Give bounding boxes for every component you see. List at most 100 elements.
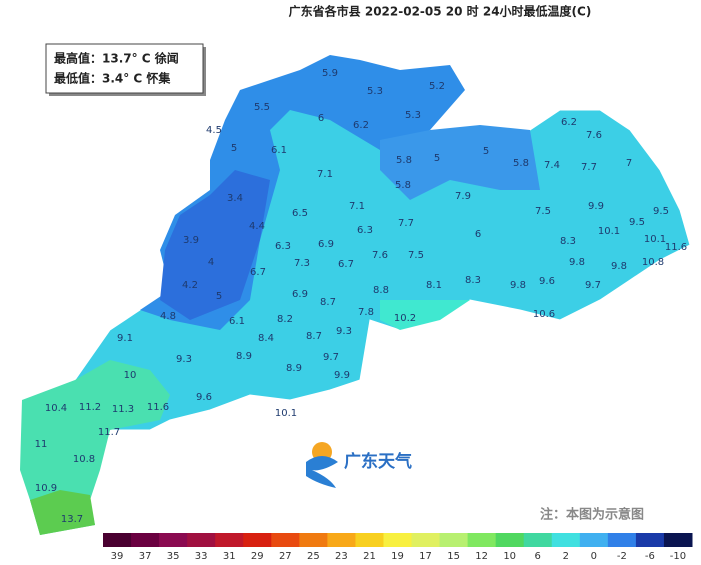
legend-swatch bbox=[439, 533, 469, 547]
station-value: 6 bbox=[475, 229, 481, 240]
station-value: 9.7 bbox=[585, 280, 601, 291]
legend-swatch bbox=[355, 533, 384, 547]
legend-swatch bbox=[467, 533, 497, 547]
station-value: 10.1 bbox=[644, 234, 666, 245]
map-note: 注：本图为示意图 bbox=[540, 507, 644, 523]
station-value: 5.8 bbox=[513, 158, 529, 169]
station-value: 8.1 bbox=[426, 280, 442, 291]
legend-label: -2 bbox=[617, 551, 627, 562]
region-coast bbox=[380, 300, 470, 330]
station-value: 11.6 bbox=[147, 402, 169, 413]
station-value: 6.1 bbox=[229, 316, 245, 327]
legend-label: -6 bbox=[645, 551, 655, 562]
station-value: 4.8 bbox=[160, 311, 176, 322]
station-value: 7.7 bbox=[398, 218, 414, 229]
station-value: 6.2 bbox=[561, 117, 577, 128]
station-value: 8.2 bbox=[277, 314, 293, 325]
station-value: 8.3 bbox=[560, 236, 576, 247]
legend-swatch bbox=[103, 533, 132, 547]
station-value: 10.2 bbox=[394, 313, 416, 324]
station-value: 11.3 bbox=[112, 404, 134, 415]
station-value: 5.2 bbox=[429, 81, 445, 92]
legend-swatch bbox=[635, 533, 665, 547]
station-value: 11.2 bbox=[79, 402, 101, 413]
legend-label: 31 bbox=[223, 551, 236, 562]
station-value: 9.7 bbox=[323, 352, 339, 363]
legend-label: -10 bbox=[670, 551, 686, 562]
station-value: 7.1 bbox=[317, 169, 333, 180]
region-cold-east bbox=[380, 125, 540, 200]
station-value: 9.8 bbox=[510, 280, 526, 291]
station-value: 6.1 bbox=[271, 145, 287, 156]
legend-swatch bbox=[383, 533, 413, 547]
legend-label: 0 bbox=[591, 551, 597, 562]
info-box: 最高值：13.7° C 徐闻 最低值：3.4° C 怀集 bbox=[45, 43, 206, 96]
station-value: 8.7 bbox=[320, 297, 336, 308]
legend-label: 10 bbox=[503, 551, 516, 562]
legend-label: 23 bbox=[335, 551, 348, 562]
station-value: 13.7 bbox=[61, 514, 83, 525]
legend-swatch bbox=[299, 533, 328, 547]
station-value: 7.1 bbox=[349, 201, 365, 212]
station-value: 9.5 bbox=[629, 217, 645, 228]
station-value: 10.8 bbox=[73, 454, 95, 465]
station-value: 7.5 bbox=[535, 206, 551, 217]
region-coldest bbox=[160, 170, 270, 320]
station-value: 5.8 bbox=[395, 180, 411, 191]
legend-swatch bbox=[271, 533, 300, 547]
station-value: 6.7 bbox=[338, 259, 354, 270]
station-value: 9.8 bbox=[569, 257, 585, 268]
station-value: 4.2 bbox=[182, 280, 198, 291]
station-value: 10.8 bbox=[642, 257, 664, 268]
station-value: 7.9 bbox=[455, 191, 471, 202]
station-value: 9.3 bbox=[336, 326, 352, 337]
station-value: 5 bbox=[216, 291, 222, 302]
legend-label: 37 bbox=[139, 551, 152, 562]
station-value: 9.9 bbox=[588, 201, 604, 212]
station-value: 10 bbox=[124, 370, 137, 381]
station-value: 10.9 bbox=[35, 483, 57, 494]
station-value: 5 bbox=[483, 146, 489, 157]
station-value: 6.2 bbox=[353, 120, 369, 131]
legend-swatch bbox=[215, 533, 244, 547]
legend-label: 6 bbox=[535, 551, 541, 562]
station-value: 9.8 bbox=[611, 261, 627, 272]
station-value: 6.7 bbox=[250, 267, 266, 278]
info-min: 最低值：3.4° C 怀集 bbox=[54, 71, 171, 86]
station-value: 4.5 bbox=[206, 125, 222, 136]
legend-swatch bbox=[243, 533, 272, 547]
legend: 39 37 35 33 31 29 27 25 23 21 19 17 15 12 10 6 2 0 -2 -6 -10 bbox=[103, 533, 693, 562]
station-value: 7.6 bbox=[372, 250, 388, 261]
station-value: 9.6 bbox=[539, 276, 555, 287]
station-value: 11.7 bbox=[98, 427, 120, 438]
station-value: 9.1 bbox=[117, 333, 133, 344]
station-value: 5.3 bbox=[367, 86, 383, 97]
station-value: 7.3 bbox=[294, 258, 310, 269]
station-value: 3.4 bbox=[227, 193, 243, 204]
station-value: 8.8 bbox=[373, 285, 389, 296]
station-value: 11 bbox=[35, 439, 48, 450]
station-value: 8.3 bbox=[465, 275, 481, 286]
legend-label: 2 bbox=[563, 551, 569, 562]
legend-swatch bbox=[327, 533, 356, 547]
legend-label: 39 bbox=[111, 551, 124, 562]
legend-label: 12 bbox=[475, 551, 488, 562]
station-value: 4.4 bbox=[249, 221, 265, 232]
legend-swatch bbox=[131, 533, 160, 547]
legend-swatch bbox=[495, 533, 525, 547]
legend-label: 25 bbox=[307, 551, 320, 562]
legend-swatch bbox=[551, 533, 581, 547]
legend-swatch bbox=[663, 533, 693, 547]
info-max: 最高值：13.7° C 徐闻 bbox=[54, 51, 179, 66]
station-value: 8.4 bbox=[258, 333, 274, 344]
station-value: 5 bbox=[434, 153, 440, 164]
station-value: 8.9 bbox=[286, 363, 302, 374]
station-value: 9.3 bbox=[176, 354, 192, 365]
station-value: 6.3 bbox=[357, 225, 373, 236]
station-value: 5.9 bbox=[322, 68, 338, 79]
legend-label: 27 bbox=[279, 551, 292, 562]
station-value: 10.6 bbox=[533, 309, 555, 320]
station-value: 8.7 bbox=[306, 331, 322, 342]
logo-wave bbox=[306, 456, 338, 488]
